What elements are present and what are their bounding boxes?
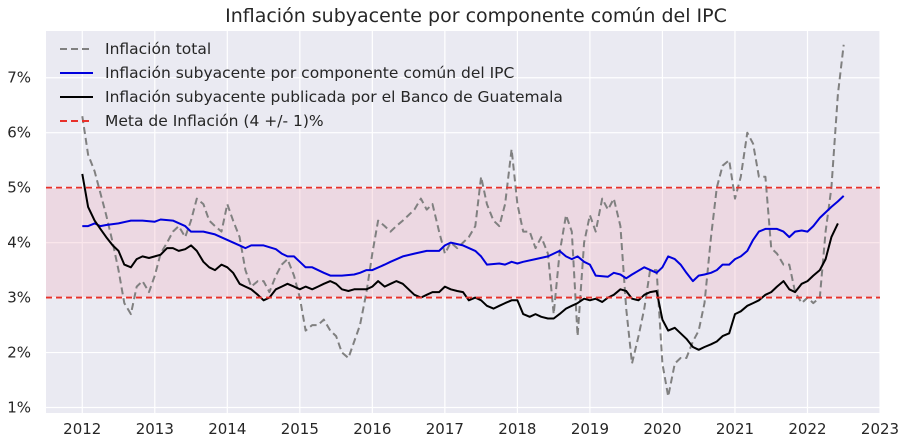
x-tick-label: 2012 [63, 420, 101, 438]
x-tick-label: 2013 [136, 420, 174, 438]
series-line-2 [82, 195, 845, 283]
y-tick-label: 2% [7, 344, 31, 362]
series-layer [46, 44, 880, 398]
x-tick-label: 2017 [426, 420, 464, 438]
x-tick-label: 2020 [643, 420, 681, 438]
x-tick-label: 2019 [571, 420, 609, 438]
legend-label-4: Meta de Inflación (4 +/- 1)% [105, 112, 324, 130]
plot-area [46, 31, 880, 413]
legend: Inflación total Inflación subyacente por … [60, 40, 563, 130]
legend-label-3: Inflación subyacente publicada por el Ba… [105, 88, 563, 106]
y-tick-label: 1% [7, 399, 31, 417]
series-line-3 [81, 173, 839, 351]
grid-lines [46, 31, 881, 413]
x-tick-label: 2016 [353, 420, 391, 438]
x-tick-label: 2022 [788, 420, 826, 438]
y-tick-label: 7% [7, 69, 31, 87]
y-tick-label: 3% [7, 289, 31, 307]
tick-labels: 2012 2013 2014 2015 2016 2017 2018 2019 2020 2021… [7, 69, 899, 438]
x-tick-label: 2015 [281, 420, 319, 438]
x-tick-label: 2014 [208, 420, 246, 438]
x-tick-label: 2021 [716, 420, 754, 438]
legend-label-2: Inflación subyacente por componente comú… [105, 64, 514, 82]
x-tick-label: 2018 [498, 420, 536, 438]
y-tick-label: 6% [7, 124, 31, 142]
series-line-1 [81, 44, 845, 398]
chart-title: Inflación subyacente por componente comú… [225, 5, 727, 27]
x-tick-label: 2023 [861, 420, 899, 438]
y-tick-label: 5% [7, 179, 31, 197]
legend-label-1: Inflación total [105, 40, 211, 58]
y-tick-label: 4% [7, 234, 31, 252]
